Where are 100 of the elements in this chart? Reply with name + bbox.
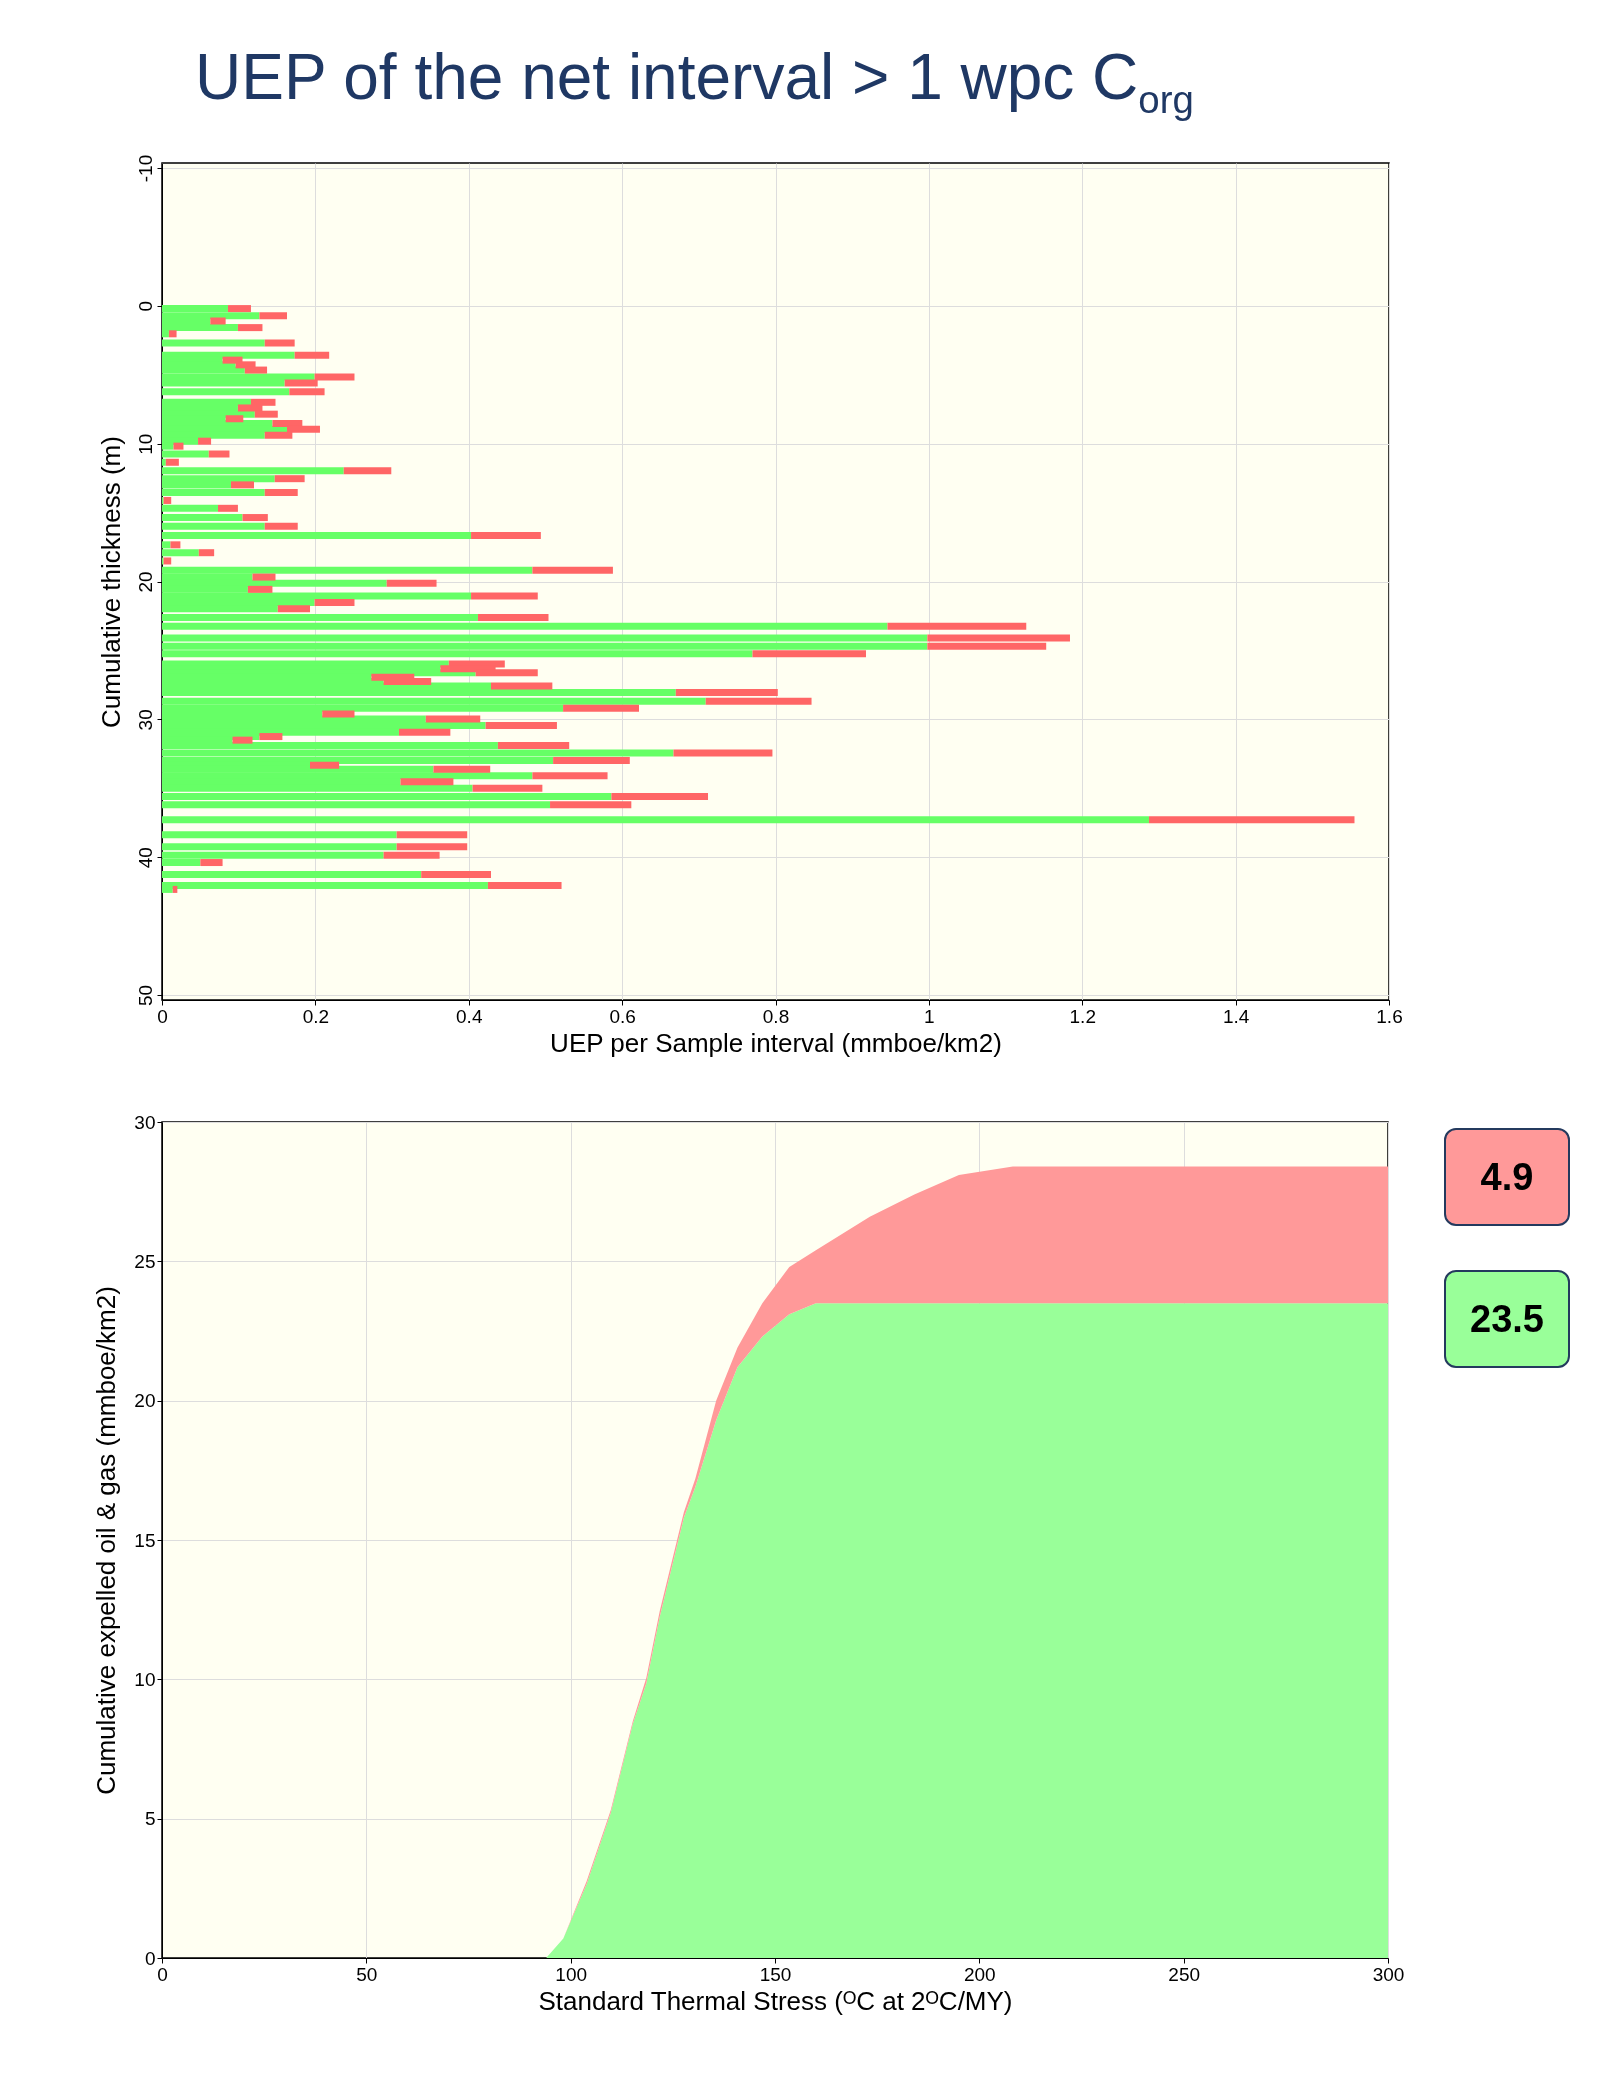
bar: [553, 756, 630, 764]
bar: [487, 881, 562, 889]
bar: [532, 772, 608, 780]
bar: [421, 870, 491, 878]
bar: [162, 514, 243, 522]
bar: [232, 736, 253, 744]
x-tick-label: 100: [555, 1963, 588, 1985]
bar: [386, 579, 437, 587]
bar: [532, 566, 613, 574]
x-tick-label: 0.6: [609, 1005, 636, 1027]
bar: [396, 843, 468, 851]
x-tick-label: 0.8: [762, 1005, 790, 1027]
bar: [264, 522, 298, 530]
bar: [277, 605, 311, 613]
bar: [425, 715, 481, 723]
chart-title: UEP of the net interval > 1 wpc C$_{org}$: [195, 40, 1194, 122]
bar: [294, 351, 330, 359]
bar: [165, 458, 179, 466]
bar: [168, 330, 177, 338]
bar: [322, 710, 355, 718]
bar: [247, 585, 273, 593]
y-tick-label: 40: [134, 847, 156, 869]
bar: [264, 339, 295, 347]
bar: [162, 843, 397, 851]
bar: [227, 305, 251, 313]
bar: [752, 650, 866, 658]
y-axis-title: Cumulative thickness (m): [95, 436, 126, 728]
x-tick-label: 1.2: [1069, 1005, 1096, 1027]
bar: [490, 682, 553, 690]
bar: [259, 733, 283, 741]
y-tick-label: 10: [134, 433, 156, 455]
y-tick-label: 20: [134, 571, 156, 593]
bar: [163, 496, 172, 504]
bar: [162, 622, 888, 630]
bar: [310, 761, 340, 769]
x-tick-label: 1.4: [1222, 1005, 1250, 1027]
bar: [471, 532, 541, 540]
bar: [162, 614, 478, 622]
bar: [162, 532, 472, 540]
bar: [400, 778, 454, 786]
bar: [163, 557, 172, 565]
bar: [162, 870, 422, 878]
y-tick-label: 20: [134, 1390, 156, 1412]
bar: [485, 722, 557, 730]
bar: [231, 481, 255, 489]
bar: [162, 816, 1149, 824]
y-tick-label: 5: [144, 1808, 156, 1830]
bar: [162, 388, 290, 396]
bar: [274, 475, 305, 483]
text: 4.9: [1444, 1128, 1570, 1226]
y-tick-label: 10: [134, 1668, 156, 1690]
bar: [343, 467, 392, 475]
bar: [471, 592, 538, 600]
y-tick-label: 30: [134, 1111, 156, 1133]
bar: [264, 488, 298, 496]
bar: [200, 859, 223, 867]
bar: [170, 541, 181, 549]
bar: [162, 522, 265, 530]
y-tick-label: 15: [134, 1529, 156, 1551]
bar: [210, 317, 226, 325]
x-axis-title: UEP per Sample interval (mmboe/km2): [550, 1027, 1002, 1058]
x-tick-label: 150: [759, 1963, 792, 1985]
bar: [162, 339, 265, 347]
bar: [237, 324, 263, 332]
bar: [887, 622, 1027, 630]
x-tick-label: 50: [356, 1963, 378, 1985]
y-tick-label: -10: [134, 154, 156, 183]
bar: [162, 881, 488, 889]
bar: [217, 504, 238, 512]
bar: [433, 765, 491, 773]
bar: [563, 704, 639, 712]
x-tick-label: 0.4: [456, 1005, 483, 1027]
y-tick-label: 30: [134, 709, 156, 731]
x-tick-label: 1.6: [1376, 1005, 1403, 1027]
y-tick-label: 25: [134, 1250, 156, 1272]
bar: [673, 749, 773, 757]
bar: [1148, 816, 1355, 824]
x-tick-label: 200: [963, 1963, 996, 1985]
bar: [259, 312, 287, 320]
bar: [497, 741, 570, 749]
bar: [396, 831, 468, 839]
x-tick-label: 0.2: [302, 1005, 330, 1027]
bar: [383, 851, 440, 859]
bar: [173, 442, 184, 450]
bar: [675, 688, 778, 696]
y-tick-label: 0: [144, 1947, 156, 1969]
bar: [242, 514, 268, 522]
bar: [252, 573, 276, 581]
bar: [225, 415, 244, 423]
y-axis-title: Cumulative expelled oil & gas (mmboe/km2): [91, 1286, 122, 1795]
bar: [314, 599, 355, 607]
bar: [705, 697, 812, 705]
bar: [477, 614, 549, 622]
bar: [398, 728, 451, 736]
text: 23.5: [1444, 1270, 1570, 1368]
x-axis-title: Standard Thermal Stress (ᴼC at 2ᴼC/MY): [538, 1985, 1013, 2016]
bar: [198, 437, 212, 445]
x-tick-label: 1: [924, 1005, 935, 1027]
bar: [162, 831, 397, 839]
x-tick-label: 300: [1372, 1963, 1405, 1985]
